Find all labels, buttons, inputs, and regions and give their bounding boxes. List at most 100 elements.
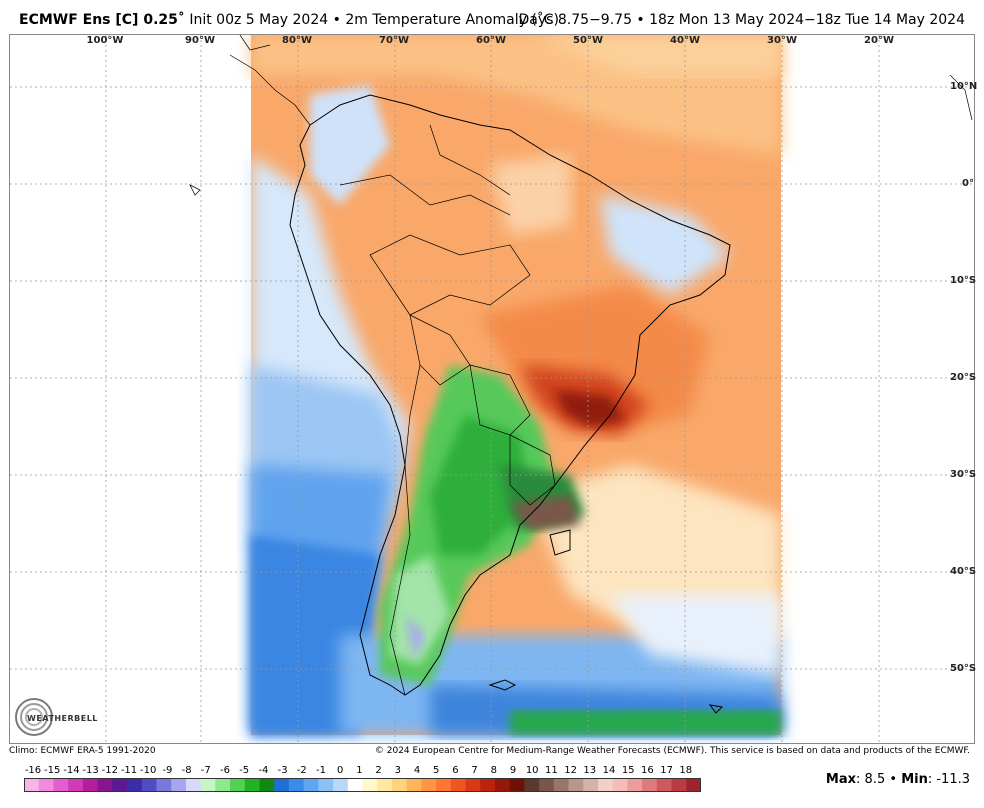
- colorbar-tick-label: -16: [24, 765, 42, 776]
- colorbar-swatch: [97, 778, 113, 792]
- min-label: Min: [901, 772, 928, 787]
- lon-label: 60°W: [476, 35, 506, 46]
- colorbar-tick-label: 3: [394, 765, 401, 776]
- coastlines: [289, 94, 731, 714]
- max-value: 8.5: [864, 772, 886, 787]
- colorbar-tick-label: 14: [602, 765, 616, 776]
- colorbar-tick-label: 18: [679, 765, 693, 776]
- colorbar-tick-label: 2: [375, 765, 382, 776]
- lat-label: 0°: [962, 178, 974, 189]
- colorbar-tick-label: 10: [525, 765, 539, 776]
- colorbar-swatch: [612, 778, 628, 792]
- colorbar-swatch: [156, 778, 172, 792]
- colorbar-tick-label: -1: [316, 765, 326, 776]
- init-time: Init 00z 5 May 2024: [189, 12, 329, 28]
- colorbar-swatch: [597, 778, 614, 792]
- field-name: 2m Temperature Anomaly (˚C): [345, 12, 560, 28]
- colorbar-swatch: [494, 778, 511, 792]
- colorbar-tick-label: 9: [509, 765, 517, 776]
- lat-label: 20°S: [950, 372, 977, 383]
- colorbar-tick-label: -14: [63, 765, 80, 776]
- colorbar-swatch: [642, 778, 658, 792]
- lat-label: 10°N: [950, 81, 978, 92]
- colorbar-border: [24, 778, 701, 792]
- colorbar-labels: -16 -15 -14 -13 -12 -11 -10 -9 -8 -7 -6 -5 -4 -3 -2 -1 0…: [24, 765, 701, 777]
- map-canvas: [10, 35, 974, 743]
- colorbar-tick-label: -8: [181, 765, 192, 776]
- colorbar-swatch: [539, 778, 555, 792]
- colorbar-tick-label: -4: [258, 765, 269, 776]
- country-borders: [339, 124, 556, 696]
- colorbar-swatch: [333, 778, 349, 792]
- colorbar-tick-label: -12: [101, 765, 118, 776]
- colorbar-tick-label: 6: [452, 765, 459, 776]
- colorbar-swatch: [288, 778, 305, 792]
- colorbar-swatch: [391, 778, 408, 792]
- lon-label: 70°W: [379, 35, 409, 46]
- anomaly-field: [251, 35, 781, 735]
- colorbar-swatch: [303, 778, 319, 792]
- colorbar-swatch: [524, 778, 540, 792]
- colorbar-tick-label: -6: [220, 765, 230, 776]
- lon-label: 80°W: [282, 35, 312, 46]
- colorbar-tick-label: -15: [44, 765, 61, 776]
- colorbar-swatch: [656, 778, 673, 792]
- colorbar-tick-label: -13: [82, 765, 99, 776]
- colorbar-swatch: [200, 778, 216, 792]
- lon-label: 20°W: [864, 35, 894, 46]
- colorbar-tick-label: 7: [471, 765, 478, 776]
- colorbar-tick-label: -3: [277, 765, 288, 776]
- colorbar-swatch: [436, 778, 452, 792]
- separator: •: [889, 772, 898, 787]
- colorbar-tick-label: 17: [660, 765, 673, 776]
- colorbar-swatch: [127, 778, 143, 792]
- min-value: -11.3: [936, 772, 970, 787]
- lon-label: 50°W: [573, 35, 603, 46]
- colorbar-tick-label: -10: [140, 765, 157, 776]
- colorbar-swatch: [259, 778, 275, 792]
- colorbar-swatch: [450, 778, 467, 792]
- colorbar-swatch: [686, 778, 701, 792]
- colorbar-swatch: [480, 778, 496, 792]
- colorbar-tick-label: 4: [413, 765, 421, 776]
- colorbar-swatch: [274, 778, 290, 792]
- max-min-readout: Max: 8.5 • Min: -11.3: [825, 772, 970, 787]
- graticule: [10, 35, 974, 743]
- colorbar-tick-label: 0: [337, 765, 344, 776]
- colorbar-tick-label: 15: [621, 765, 635, 776]
- max-label: Max: [825, 772, 857, 787]
- model-name: ECMWF Ens [C] 0.25: [19, 12, 178, 28]
- colorbar-tick-label: 8: [490, 765, 497, 776]
- colorbar-swatch: [68, 778, 84, 792]
- colorbar-tick-label: 12: [564, 765, 577, 776]
- colorbar-swatch: [568, 778, 584, 792]
- colorbar-swatch: [318, 778, 334, 792]
- colorbar-swatch: [38, 778, 54, 792]
- lon-label: 30°W: [767, 35, 797, 46]
- colorbar-swatch: [509, 778, 525, 792]
- colorbar-swatch: [244, 778, 260, 792]
- temperature-anomaly-map: [9, 34, 975, 744]
- lon-label: 40°W: [670, 35, 700, 46]
- colorbar-swatch: [230, 778, 246, 792]
- colorbar-swatch: [627, 778, 643, 792]
- colorbar-tick-label: 1: [356, 765, 363, 776]
- colorbar-swatch: [406, 778, 422, 792]
- colorbar-swatch: [171, 778, 187, 792]
- colorbar-tick-label: -5: [239, 765, 250, 776]
- colorbar-tick-label: 11: [545, 765, 558, 776]
- colorbar-tick-label: 16: [641, 765, 654, 776]
- colorbar-swatch: [215, 778, 231, 792]
- central-america: [189, 35, 973, 196]
- map-title: ECMWF Ens [C] 0.25˚ Init 00z 5 May 2024 …: [19, 12, 560, 28]
- lat-label: 40°S: [950, 566, 977, 577]
- colorbar-swatch: [185, 778, 202, 792]
- colorbar-tick-label: -2: [296, 765, 307, 776]
- colorbar-swatch: [347, 778, 363, 792]
- colorbar-swatch: [362, 778, 378, 792]
- colorbar-tick-label: -9: [162, 765, 173, 776]
- climo-note: Climo: ECMWF ERA-5 1991-2020: [9, 746, 156, 756]
- colorbar-tick-label: -11: [120, 765, 138, 776]
- valid-time: Days 8.75−9.75 • 18z Mon 13 May 2024−18z…: [518, 12, 965, 28]
- colorbar-swatch: [141, 778, 157, 792]
